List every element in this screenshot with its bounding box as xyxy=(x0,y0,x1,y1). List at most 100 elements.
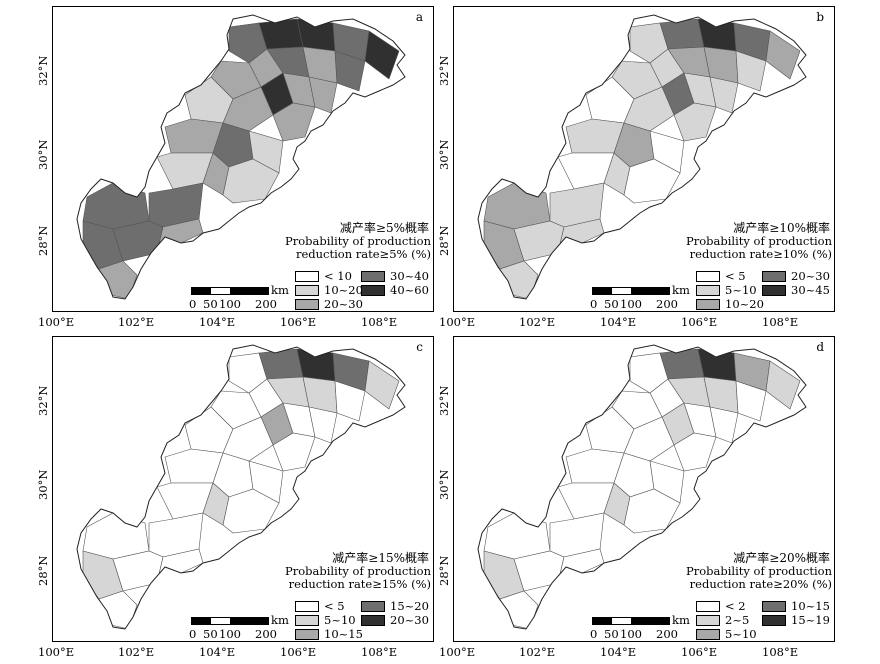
map-panel-d: d 减产率≥20%概率 Probability of production reduc… xyxy=(453,336,835,642)
y-tick-label: 32°N xyxy=(36,385,50,416)
county-region xyxy=(697,348,737,382)
county-region xyxy=(222,86,274,132)
province-outline xyxy=(76,344,406,630)
y-tick-label: 32°N xyxy=(36,55,50,86)
map-panel-b: b 减产率≥10%概率 Probability of production reduc… xyxy=(453,6,835,312)
county-region xyxy=(765,360,801,410)
legend-swatch xyxy=(295,628,319,640)
scale-tick: 100 xyxy=(219,297,241,311)
panel-label: a xyxy=(415,10,423,24)
scale-tick: 100 xyxy=(620,297,642,311)
county-region xyxy=(334,50,366,92)
y-tick-label: 30°N xyxy=(437,469,451,500)
scale-tick: 50 xyxy=(203,297,218,311)
panel-label: c xyxy=(416,340,423,354)
county-region xyxy=(673,432,717,472)
legend-item: 2~5 xyxy=(696,613,749,627)
x-tick-label: 102°E xyxy=(519,315,556,329)
scale-tick: 50 xyxy=(604,627,619,641)
county-region xyxy=(735,50,767,92)
y-tick-label: 32°N xyxy=(437,385,451,416)
county-region xyxy=(364,30,400,80)
legend-title-en: Probability of production reduction rate≥… xyxy=(685,564,832,591)
legend-label: 30~40 xyxy=(390,269,429,283)
county-region xyxy=(659,348,705,380)
choropleth-map xyxy=(76,14,406,300)
legend-swatch xyxy=(361,600,385,612)
legend-label: 15~20 xyxy=(390,599,429,613)
legend-title-cn: 减产率≥15%概率 xyxy=(332,551,429,565)
legend-swatch xyxy=(295,270,319,282)
county-region xyxy=(164,448,224,484)
scale-tick: 100 xyxy=(219,627,241,641)
legend-item: 30~45 xyxy=(762,283,830,297)
choropleth-map xyxy=(477,344,807,630)
legend-label: 10~15 xyxy=(324,627,363,641)
y-tick-label: 30°N xyxy=(36,469,50,500)
y-tick-label: 30°N xyxy=(36,139,50,170)
x-tick-label: 106°E xyxy=(681,645,718,659)
legend-item: < 5 xyxy=(295,599,345,613)
panel-label: b xyxy=(816,10,824,24)
x-tick-label: 102°E xyxy=(519,645,556,659)
y-tick-label: 28°N xyxy=(437,225,451,256)
legend-item: 10~20 xyxy=(295,283,363,297)
x-tick-label: 102°E xyxy=(118,645,155,659)
province-outline xyxy=(477,344,807,630)
legend-label: 15~19 xyxy=(791,613,830,627)
legend-item: < 2 xyxy=(696,599,746,613)
scale-tick: 0 xyxy=(189,627,197,641)
legend-item: 20~30 xyxy=(295,297,363,311)
x-tick-label: 104°E xyxy=(199,315,236,329)
legend-item: 40~60 xyxy=(361,283,429,297)
legend-title-cn: 减产率≥10%概率 xyxy=(733,221,830,235)
province-outline xyxy=(76,14,406,300)
map-panel-c: c 减产率≥15%概率 Probability of production reduc… xyxy=(52,336,434,642)
legend-swatch xyxy=(361,614,385,626)
legend-swatch xyxy=(762,270,786,282)
county-region xyxy=(258,348,304,380)
x-tick-label: 104°E xyxy=(600,315,637,329)
county-region xyxy=(697,18,737,52)
scale-tick: 200 xyxy=(255,297,277,311)
x-tick-label: 108°E xyxy=(762,315,799,329)
map-panel-a: a 减产率≥5%概率 Probability of production reduct… xyxy=(52,6,434,312)
legend-item: 20~30 xyxy=(762,269,830,283)
scale-tick: 0 xyxy=(590,627,598,641)
county-region xyxy=(222,416,274,462)
scale-tick: 50 xyxy=(203,627,218,641)
legend-swatch xyxy=(696,284,720,296)
legend-label: 5~10 xyxy=(725,627,757,641)
legend-label: 2~5 xyxy=(725,613,750,627)
county-region xyxy=(258,18,304,50)
county-region xyxy=(565,118,625,154)
x-tick-label: 106°E xyxy=(280,315,317,329)
legend-label: 5~10 xyxy=(324,613,356,627)
legend-label: 10~15 xyxy=(791,599,830,613)
scale-tick: 0 xyxy=(590,297,598,311)
county-region xyxy=(623,416,675,462)
county-region xyxy=(296,18,336,52)
legend-title-en: Probability of production reduction rate≥… xyxy=(284,564,431,591)
legend-item: < 10 xyxy=(295,269,352,283)
legend-title-cn: 减产率≥5%概率 xyxy=(339,221,429,235)
legend-title-cn: 减产率≥20%概率 xyxy=(733,551,830,565)
county-region xyxy=(272,432,316,472)
scale-bar: km 0 50 100 200 xyxy=(590,283,690,311)
x-tick-label: 100°E xyxy=(38,315,75,329)
legend-title-en: Probability of production reduction rate≥… xyxy=(685,234,832,261)
county-region xyxy=(364,360,400,410)
legend-item: 10~15 xyxy=(295,627,363,641)
x-tick-label: 104°E xyxy=(600,645,637,659)
county-region xyxy=(334,380,366,422)
legend-label: 20~30 xyxy=(791,269,830,283)
county-region xyxy=(735,380,767,422)
legend-label: 40~60 xyxy=(390,283,429,297)
panel-label: d xyxy=(816,340,824,354)
county-region xyxy=(272,102,316,142)
legend-label: 5~10 xyxy=(725,283,757,297)
legend-label: 10~20 xyxy=(324,283,363,297)
county-region xyxy=(673,102,717,142)
y-tick-label: 28°N xyxy=(36,225,50,256)
scale-tick: 200 xyxy=(656,297,678,311)
